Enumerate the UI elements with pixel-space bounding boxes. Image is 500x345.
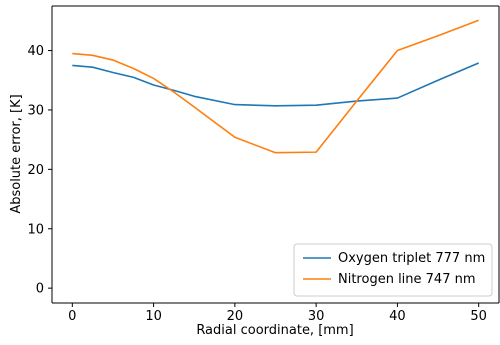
axes xyxy=(51,5,500,304)
legend-box xyxy=(293,243,493,297)
y-tick-label: 20 xyxy=(27,163,44,178)
legend-label-nitrogen: Nitrogen line 747 nm xyxy=(338,272,476,287)
y-tick-label: 10 xyxy=(27,222,44,237)
series-line-0 xyxy=(72,62,479,107)
x-axis-label: Radial coordinate, [mm] xyxy=(196,323,353,338)
y-tick-label: 0 xyxy=(36,282,44,297)
y-tick-label: 40 xyxy=(27,44,44,59)
x-tick-label: 0 xyxy=(68,309,76,324)
y-axis-label: Absolute error, [K] xyxy=(9,94,24,213)
legend-label-oxygen: Oxygen triplet 777 nm xyxy=(338,251,485,266)
legend: Oxygen triplet 777 nm Nitrogen line 747 … xyxy=(293,243,493,297)
x-tick-label: 30 xyxy=(308,309,325,324)
x-axis-ticks: 0 10 20 30 40 50 xyxy=(68,303,487,324)
x-tick-label: 10 xyxy=(145,309,162,324)
series-lines xyxy=(72,19,479,154)
x-tick-label: 50 xyxy=(470,309,487,324)
y-tick-label: 30 xyxy=(27,103,44,118)
y-axis-ticks: 0 10 20 30 40 xyxy=(27,44,52,297)
series-line-1 xyxy=(72,19,479,154)
x-tick-label: 20 xyxy=(227,309,244,324)
x-tick-label: 40 xyxy=(389,309,406,324)
